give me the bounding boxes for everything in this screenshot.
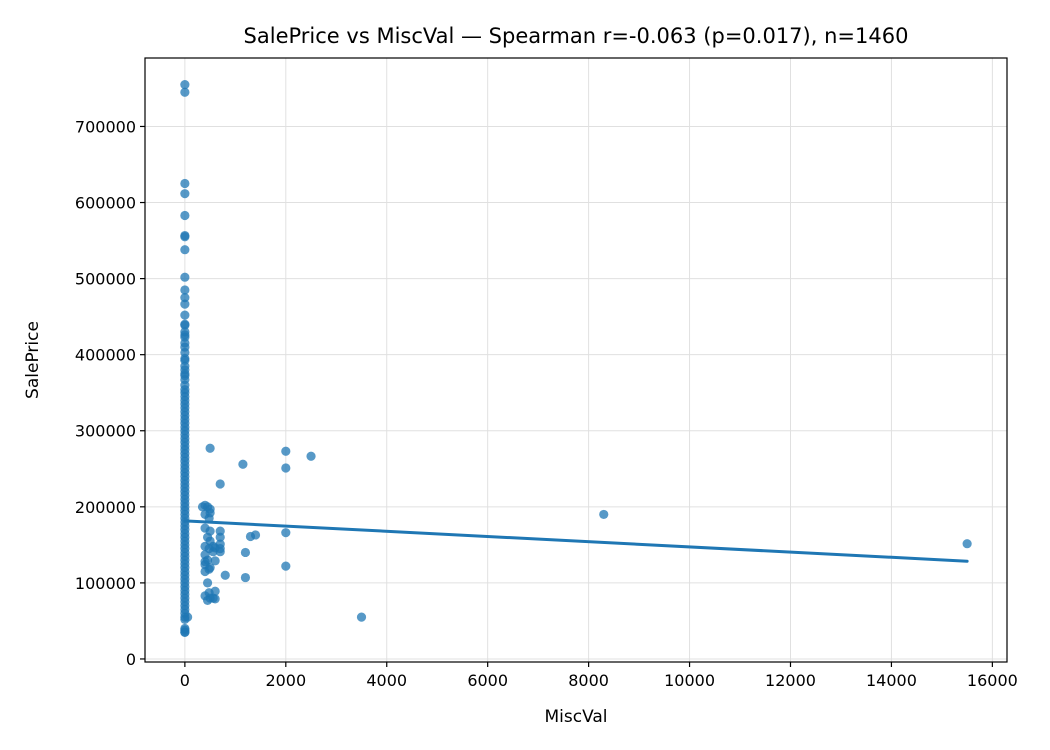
data-point — [180, 272, 190, 282]
y-tick-label: 300000 — [75, 422, 136, 441]
x-tick-label: 4000 — [366, 671, 407, 690]
data-point — [356, 612, 367, 622]
x-tick-label: 12000 — [765, 671, 816, 690]
data-point — [180, 293, 190, 303]
x-tick-label: 10000 — [664, 671, 715, 690]
data-point — [180, 80, 190, 90]
data-point — [202, 578, 213, 588]
data-point — [205, 443, 215, 453]
grid — [145, 58, 1007, 662]
data-point — [215, 532, 225, 542]
y-tick-label: 500000 — [75, 270, 136, 289]
data-point — [180, 87, 190, 97]
x-tick-label: 0 — [180, 671, 190, 690]
y-axis-label: SalePrice — [23, 321, 43, 399]
data-point — [281, 446, 291, 456]
x-tick-label: 8000 — [568, 671, 609, 690]
data-point — [180, 232, 190, 242]
plot-frame — [144, 57, 1008, 663]
data-point — [180, 245, 190, 255]
data-point — [180, 285, 190, 295]
y-tick-label: 400000 — [75, 346, 136, 365]
data-point — [180, 320, 190, 330]
data-point — [210, 586, 220, 596]
chart-title: SalePrice vs MiscVal — Spearman r=-0.063… — [244, 24, 909, 48]
y-tick-label: 0 — [126, 650, 136, 669]
data-point — [240, 572, 251, 583]
data-point — [180, 189, 190, 199]
data-point — [240, 547, 251, 558]
y-tick-label: 200000 — [75, 498, 136, 517]
data-point — [281, 463, 291, 473]
x-tick-label: 14000 — [866, 671, 917, 690]
data-point — [180, 210, 190, 221]
data-point — [962, 539, 972, 549]
trend-line-layer — [183, 519, 969, 563]
data-point — [215, 479, 225, 489]
x-tick-label: 16000 — [967, 671, 1018, 690]
data-point — [205, 526, 215, 536]
data-point — [205, 508, 215, 518]
data-point — [210, 594, 220, 604]
data-point — [250, 530, 261, 540]
data-point — [182, 612, 193, 622]
data-point — [220, 570, 230, 580]
points — [180, 80, 972, 638]
x-axis-label: MiscVal — [544, 707, 607, 727]
data-point — [281, 528, 291, 538]
x-tick-label: 6000 — [467, 671, 508, 690]
x-axis-ticks: 0 2000 4000 6000 8000 10000 12000 14000 16000 — [180, 662, 1018, 690]
data-point — [306, 451, 316, 461]
data-point — [205, 563, 215, 573]
data-point — [210, 556, 220, 566]
data-point — [180, 178, 190, 189]
y-tick-label: 600000 — [75, 194, 136, 213]
data-point — [281, 561, 291, 571]
data-point — [180, 299, 190, 309]
data-point — [180, 310, 190, 320]
data-point — [180, 627, 190, 638]
y-tick-label: 700000 — [75, 117, 136, 136]
trend-line — [183, 519, 969, 563]
data-point — [238, 459, 248, 469]
x-tick-label: 2000 — [265, 671, 306, 690]
data-point — [215, 547, 225, 557]
y-tick-label: 100000 — [75, 574, 136, 593]
data-point — [599, 509, 609, 520]
y-axis-ticks: 0 100000 200000 300000 400000 500000 600000 700… — [75, 117, 145, 669]
data-point — [202, 555, 213, 565]
